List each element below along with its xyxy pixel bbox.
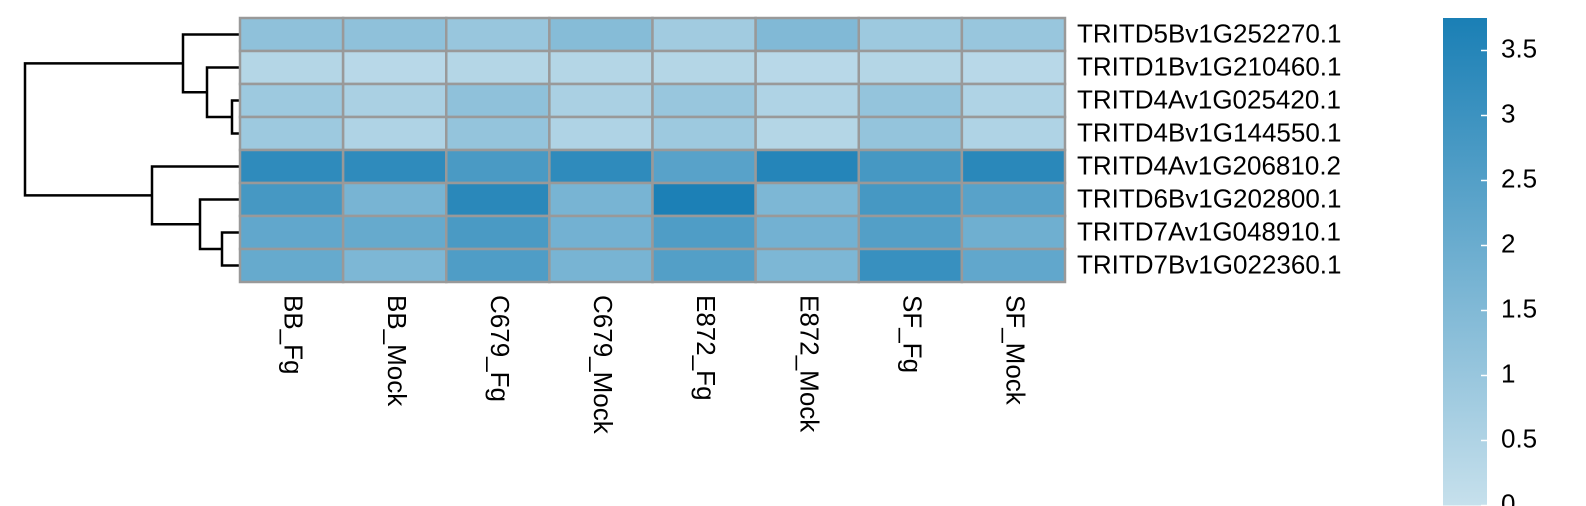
cell bbox=[960, 115, 1067, 152]
cell bbox=[754, 49, 860, 86]
colorbar-tick-label: 2 bbox=[1501, 228, 1515, 258]
cell bbox=[754, 247, 860, 284]
cell bbox=[651, 247, 757, 284]
cell bbox=[857, 148, 964, 185]
cell bbox=[960, 247, 1067, 284]
cell bbox=[548, 214, 654, 251]
cell bbox=[857, 115, 964, 152]
column-label: E872_Fg bbox=[691, 295, 721, 401]
cell bbox=[960, 49, 1067, 86]
row-label: TRITD7Bv1G022360.1 bbox=[1077, 249, 1341, 279]
colorbar-tick-label: 0 bbox=[1501, 488, 1515, 506]
cell bbox=[548, 148, 654, 185]
cell bbox=[857, 214, 964, 251]
cell bbox=[341, 16, 448, 53]
cell bbox=[857, 181, 964, 218]
cell bbox=[341, 49, 448, 86]
cell bbox=[445, 49, 551, 86]
row-label: TRITD5Bv1G252270.1 bbox=[1077, 18, 1341, 48]
colorbar-tick-label: 0.5 bbox=[1501, 423, 1537, 453]
column-label: SF_Mock bbox=[1001, 295, 1031, 406]
cell bbox=[651, 148, 757, 185]
column-label: E872_Mock bbox=[794, 295, 824, 433]
cell bbox=[548, 16, 654, 53]
cell bbox=[754, 115, 860, 152]
cell bbox=[857, 82, 964, 119]
column-label: BB_Mock bbox=[382, 295, 412, 407]
cell bbox=[238, 181, 345, 218]
colorbar-tick-label: 2.5 bbox=[1501, 163, 1537, 193]
column-label: C679_Fg bbox=[485, 295, 515, 402]
cell bbox=[341, 181, 448, 218]
cell bbox=[238, 82, 345, 119]
dendrogram bbox=[23, 33, 240, 267]
cell bbox=[960, 82, 1067, 119]
cell bbox=[857, 247, 964, 284]
cell bbox=[341, 214, 448, 251]
cell bbox=[754, 214, 860, 251]
cell bbox=[238, 148, 345, 185]
cell bbox=[548, 247, 654, 284]
cell bbox=[445, 214, 551, 251]
column-label: C679_Mock bbox=[588, 295, 618, 435]
column-label: SF_Fg bbox=[897, 295, 927, 373]
row-label: TRITD4Bv1G144550.1 bbox=[1077, 117, 1341, 147]
colorbar bbox=[1443, 18, 1487, 506]
cell bbox=[651, 181, 757, 218]
cell bbox=[960, 16, 1067, 53]
row-label: TRITD4Av1G206810.2 bbox=[1077, 150, 1341, 180]
row-label: TRITD1Bv1G210460.1 bbox=[1077, 51, 1341, 81]
cell bbox=[341, 247, 448, 284]
cell bbox=[445, 82, 551, 119]
cell bbox=[445, 181, 551, 218]
cell bbox=[548, 49, 654, 86]
cell bbox=[857, 49, 964, 86]
cell bbox=[754, 148, 860, 185]
cell bbox=[651, 82, 757, 119]
cell bbox=[651, 214, 757, 251]
cell bbox=[238, 115, 345, 152]
cell bbox=[754, 82, 860, 119]
cell bbox=[341, 115, 448, 152]
cell bbox=[548, 115, 654, 152]
cell bbox=[238, 214, 345, 251]
cell bbox=[238, 247, 345, 284]
colorbar-tick-label: 3 bbox=[1501, 98, 1515, 128]
cell bbox=[960, 181, 1067, 218]
colorbar-tick-label: 3.5 bbox=[1501, 33, 1537, 63]
cell bbox=[960, 148, 1067, 185]
cell bbox=[651, 49, 757, 86]
cell bbox=[341, 82, 448, 119]
cell bbox=[238, 16, 345, 53]
cell bbox=[445, 247, 551, 284]
cell bbox=[651, 16, 757, 53]
row-label: TRITD4Av1G025420.1 bbox=[1077, 84, 1341, 114]
cell bbox=[960, 214, 1067, 251]
colorbar-tick-label: 1 bbox=[1501, 358, 1515, 388]
column-label: BB_Fg bbox=[279, 295, 309, 375]
cell bbox=[445, 148, 551, 185]
cell bbox=[754, 181, 860, 218]
cell bbox=[754, 16, 860, 53]
cell bbox=[548, 181, 654, 218]
colorbar-tick-label: 1.5 bbox=[1501, 293, 1537, 323]
cell bbox=[238, 49, 345, 86]
row-label: TRITD6Bv1G202800.1 bbox=[1077, 183, 1341, 213]
cell bbox=[341, 148, 448, 185]
cell bbox=[445, 115, 551, 152]
cell bbox=[651, 115, 757, 152]
row-label: TRITD7Av1G048910.1 bbox=[1077, 216, 1341, 246]
cell bbox=[548, 82, 654, 119]
cell bbox=[445, 16, 551, 53]
cell bbox=[857, 16, 964, 53]
